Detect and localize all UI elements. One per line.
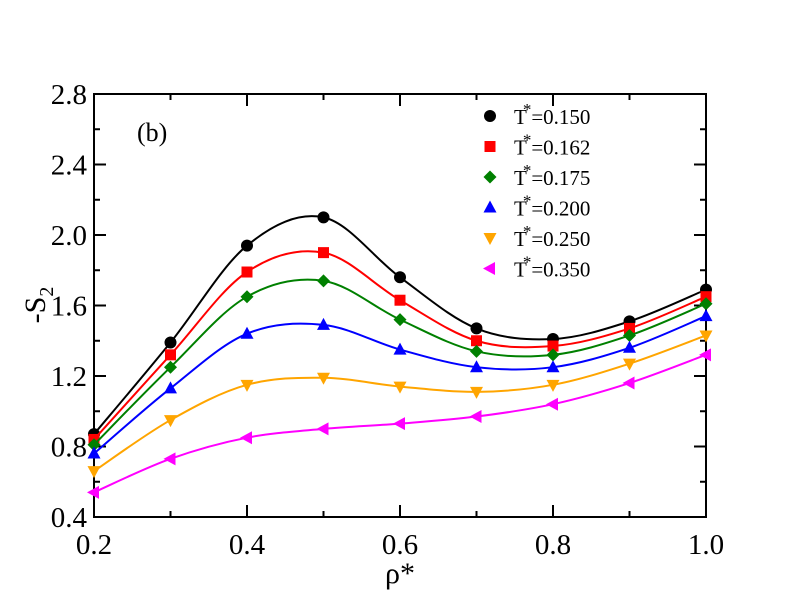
data-point <box>470 386 483 399</box>
x-tick-label: 0.8 <box>535 529 571 561</box>
data-point <box>470 322 483 335</box>
data-point <box>240 379 254 392</box>
data-point <box>470 344 483 358</box>
data-point <box>164 381 177 394</box>
series-line <box>93 215 707 435</box>
data-point <box>317 372 330 385</box>
y-tick-label: 0.8 <box>51 432 87 464</box>
data-point <box>241 239 253 252</box>
data-point <box>699 297 713 311</box>
y-tick-label: 2.4 <box>51 150 88 182</box>
data-point <box>165 349 176 361</box>
data-point <box>469 410 482 424</box>
data-point <box>700 291 712 303</box>
panel-annotation: (b) <box>137 118 167 147</box>
legend-label: T*=0.350 <box>514 253 590 282</box>
legend-marker <box>483 262 495 275</box>
legend-entry: T*=0.150 <box>484 100 590 129</box>
data-point <box>546 397 558 411</box>
legend-entry: T*=0.250 <box>483 222 590 251</box>
x-tick-label: 0.2 <box>76 529 112 561</box>
data-point <box>547 340 559 352</box>
data-point <box>163 452 176 466</box>
data-point <box>240 431 252 445</box>
legend-marker <box>483 233 497 245</box>
legend-marker <box>483 200 497 213</box>
legend-label: T*=0.250 <box>514 222 590 251</box>
data-point <box>87 438 101 452</box>
data-point <box>87 485 99 499</box>
data-point <box>317 211 330 224</box>
legend-marker <box>484 141 496 152</box>
data-point <box>164 336 177 349</box>
y-axis-title-sub: 2 <box>36 287 58 297</box>
legend-label: T*=0.162 <box>514 131 590 160</box>
data-point <box>393 313 407 327</box>
data-point <box>470 360 483 373</box>
y-axis-title-base: -S <box>19 297 52 324</box>
x-axis-title: ρ* <box>385 557 415 590</box>
y-tick-label: 1.6 <box>51 291 87 323</box>
y-axis-title: -S2 <box>19 287 58 324</box>
data-point <box>316 422 329 436</box>
legend-marker <box>483 170 497 184</box>
data-point <box>394 294 406 306</box>
data-point <box>393 381 407 394</box>
legend: T*=0.150T*=0.162T*=0.175T*=0.200T*=0.250… <box>483 100 590 282</box>
data-point <box>699 309 713 322</box>
data-point <box>393 342 407 355</box>
data-point <box>164 415 177 428</box>
legend-entry: T*=0.200 <box>483 192 590 221</box>
series-line <box>93 278 707 446</box>
series-2 <box>87 274 713 452</box>
data-point <box>471 335 482 347</box>
data-point <box>623 328 636 342</box>
data-point <box>164 360 177 374</box>
svg-text:-S2: -S2 <box>19 287 58 324</box>
data-point <box>241 266 253 278</box>
data-point <box>240 326 254 339</box>
series-layer <box>87 211 713 499</box>
axis-ticks: 0.2 0.4 0.6 0.8 1.00.40.81.21.62.02.42.8 <box>51 79 724 561</box>
legend-label: T*=0.150 <box>514 100 590 129</box>
series-line <box>93 250 707 441</box>
data-point <box>546 360 560 373</box>
data-point <box>318 247 329 259</box>
y-tick-label: 2.0 <box>51 220 87 252</box>
legend-entry: T*=0.350 <box>483 253 590 282</box>
data-point <box>546 379 560 392</box>
series-3 <box>87 309 713 459</box>
data-point <box>317 274 330 288</box>
series-4 <box>87 330 713 479</box>
series-5 <box>87 348 711 499</box>
data-point <box>240 290 254 304</box>
data-point <box>623 358 636 371</box>
x-tick-label: 0.6 <box>382 529 418 561</box>
data-point <box>624 322 635 334</box>
y-tick-label: 0.4 <box>51 502 88 534</box>
data-point <box>317 317 330 330</box>
data-point <box>87 466 101 479</box>
y-tick-label: 1.2 <box>51 361 87 393</box>
data-point <box>699 348 711 362</box>
data-point <box>87 446 101 459</box>
data-point <box>622 376 635 390</box>
data-point <box>699 330 713 343</box>
legend-label: T*=0.200 <box>514 192 590 221</box>
legend-marker <box>484 110 496 122</box>
x-tick-label: 0.4 <box>229 529 266 561</box>
data-point <box>394 271 406 284</box>
y-tick-label: 2.8 <box>51 79 87 111</box>
data-point <box>623 340 636 353</box>
legend-entry: T*=0.175 <box>483 161 590 190</box>
legend-entry: T*=0.162 <box>484 131 590 160</box>
legend-label: T*=0.175 <box>514 161 590 190</box>
data-point <box>393 417 405 431</box>
series-line <box>93 315 707 455</box>
data-point <box>546 348 560 362</box>
x-tick-label: 1.0 <box>688 529 724 561</box>
series-line <box>93 334 707 473</box>
